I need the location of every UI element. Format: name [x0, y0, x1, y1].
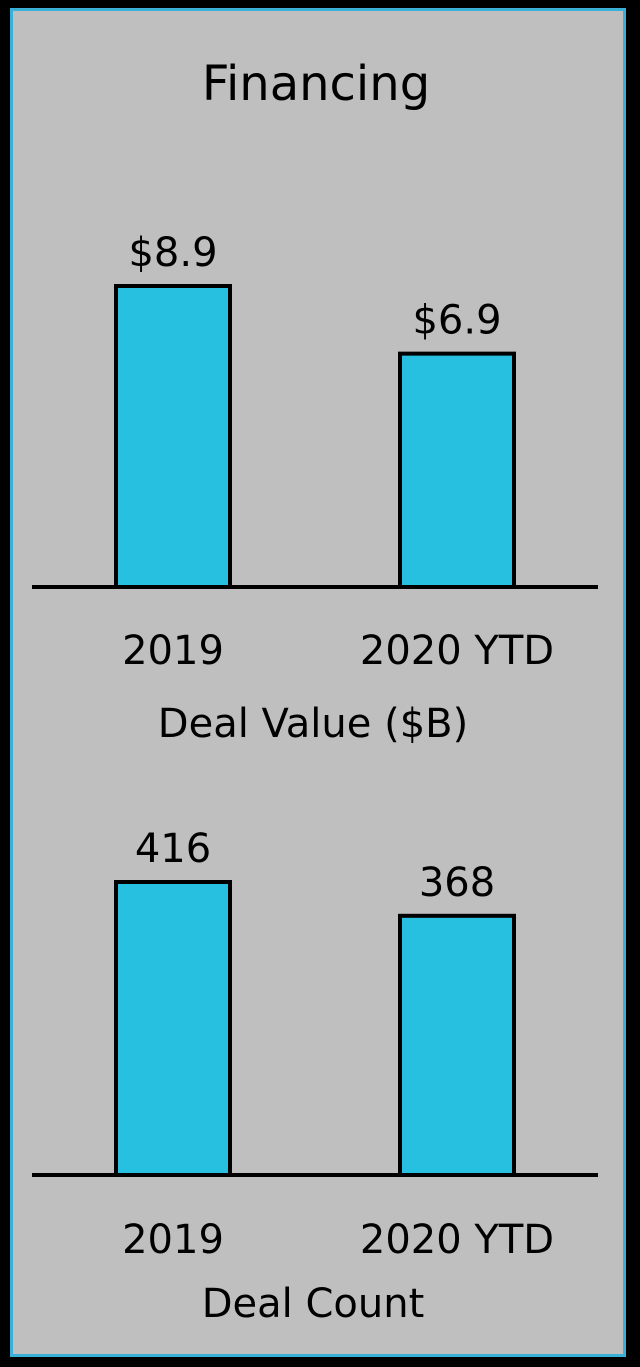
- x-axis-label: Deal Count: [202, 1281, 425, 1327]
- deal-count-chart: 416 2019 368 2020 YTD Deal Count: [32, 826, 598, 1327]
- bar-2020-ytd: [398, 351, 516, 589]
- category-label: 2019: [122, 1217, 224, 1263]
- x-axis-label: Deal Value ($B): [158, 701, 468, 747]
- value-label: $6.9: [412, 298, 501, 344]
- value-label: 368: [419, 860, 495, 906]
- value-label: $8.9: [128, 230, 217, 276]
- deal-value-chart: $8.9 2019 $6.9 2020 YTD Deal Value ($B): [32, 230, 598, 747]
- bar-2019: [114, 880, 232, 1177]
- chart-title: Financing: [202, 56, 430, 112]
- category-label: 2020 YTD: [360, 1217, 554, 1263]
- value-label: 416: [135, 826, 211, 872]
- bar-2019: [114, 284, 232, 589]
- category-label: 2019: [122, 628, 224, 674]
- category-label: 2020 YTD: [360, 628, 554, 674]
- financing-panel: [10, 8, 626, 1357]
- bar-2020-ytd: [398, 913, 516, 1177]
